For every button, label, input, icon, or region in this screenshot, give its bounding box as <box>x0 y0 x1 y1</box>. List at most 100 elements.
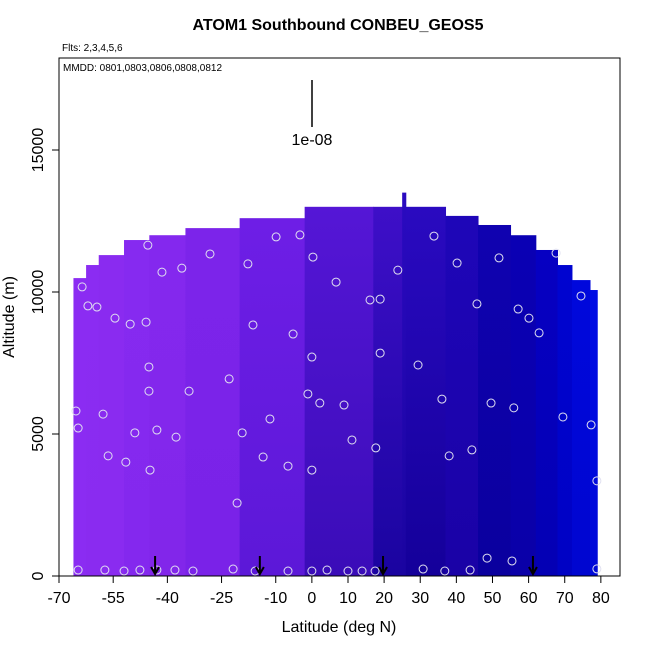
data-point <box>322 565 332 575</box>
data-point <box>237 428 247 438</box>
data-point <box>188 566 198 576</box>
data-point <box>507 556 517 566</box>
data-point <box>121 457 131 467</box>
data-point <box>77 282 87 292</box>
data-point <box>205 249 215 259</box>
curtain-column <box>86 265 100 576</box>
curtain-column <box>535 249 559 576</box>
curtain-column <box>73 278 87 576</box>
data-point <box>315 398 325 408</box>
y-tick-label: 15000 <box>30 128 47 173</box>
x-tick-label: 40 <box>447 590 465 607</box>
data-point <box>592 564 602 574</box>
x-tick-label: 30 <box>411 590 429 607</box>
data-point <box>437 394 447 404</box>
curtain-column <box>98 255 125 576</box>
data-point <box>592 476 602 486</box>
data-point <box>73 423 83 433</box>
data-point <box>440 566 450 576</box>
data-point <box>467 445 477 455</box>
y-tick-label: 10000 <box>30 270 47 315</box>
data-point <box>370 566 380 576</box>
y-tick-label: 0 <box>30 571 47 580</box>
data-point <box>375 348 385 358</box>
data-point <box>83 301 93 311</box>
data-point <box>482 553 492 563</box>
data-point <box>184 386 194 396</box>
data-point <box>375 294 385 304</box>
flight-marker <box>528 556 538 577</box>
data-point <box>586 420 596 430</box>
chart-title: ATOM1 Southbound CONBEU_GEOS5 <box>193 17 484 34</box>
data-point <box>130 428 140 438</box>
curtain-field <box>73 192 598 577</box>
x-tick-label: -40 <box>156 590 179 607</box>
data-point <box>393 265 403 275</box>
data-point <box>224 374 234 384</box>
plot-frame <box>58 57 621 577</box>
data-point <box>347 435 357 445</box>
data-point <box>307 566 317 576</box>
data-point <box>283 566 293 576</box>
data-point <box>110 313 120 323</box>
data-point <box>232 498 242 508</box>
data-point <box>486 398 496 408</box>
x-tick-label: -25 <box>210 590 233 607</box>
data-point <box>429 231 439 241</box>
data-point <box>258 452 268 462</box>
x-tick-label: 20 <box>375 590 393 607</box>
data-point <box>100 565 110 575</box>
curtain-column <box>239 218 306 576</box>
data-point <box>271 232 281 242</box>
data-point <box>135 565 145 575</box>
curtain-column <box>590 290 598 576</box>
x-tick-label: -55 <box>102 590 125 607</box>
data-point <box>494 253 504 263</box>
data-point <box>371 443 381 453</box>
data-point <box>331 277 341 287</box>
data-point <box>365 295 375 305</box>
data-point <box>303 389 313 399</box>
data-point <box>576 291 586 301</box>
flight-marker <box>150 556 160 577</box>
data-point <box>307 465 317 475</box>
data-point <box>509 403 519 413</box>
x-axis-label: Latitude (deg N) <box>282 619 397 636</box>
curtain-column <box>445 215 479 577</box>
data-point <box>288 329 298 339</box>
x-tick-label: 10 <box>339 590 357 607</box>
data-point <box>307 352 317 362</box>
scale-label: 1e-08 <box>292 132 333 149</box>
data-point <box>98 409 108 419</box>
curtain-column <box>373 206 403 576</box>
data-point <box>452 258 462 268</box>
data-point <box>465 565 475 575</box>
data-point <box>71 406 81 416</box>
curtain-column <box>304 206 374 576</box>
data-point <box>558 412 568 422</box>
x-tick-label: -10 <box>264 590 287 607</box>
data-point <box>534 328 544 338</box>
curtain-column <box>149 235 186 577</box>
curtain-column <box>402 192 407 576</box>
y-axis-label: Altitude (m) <box>1 276 18 358</box>
x-tick-label: 80 <box>592 590 610 607</box>
data-point <box>357 566 367 576</box>
data-point <box>524 313 534 323</box>
data-point <box>125 319 135 329</box>
data-point <box>177 263 187 273</box>
flight-marker <box>254 556 265 577</box>
data-point <box>513 304 523 314</box>
points <box>71 230 602 576</box>
subtitle: Flts: 2,3,4,5,6 <box>62 43 123 54</box>
flight-marker <box>378 556 388 577</box>
data-point <box>444 451 454 461</box>
data-point <box>170 565 180 575</box>
curtain-column <box>185 228 241 576</box>
data-point <box>145 465 155 475</box>
x-tick-label: 0 <box>307 590 316 607</box>
data-point <box>308 252 318 262</box>
data-point <box>144 386 154 396</box>
curtain-column <box>405 206 447 576</box>
